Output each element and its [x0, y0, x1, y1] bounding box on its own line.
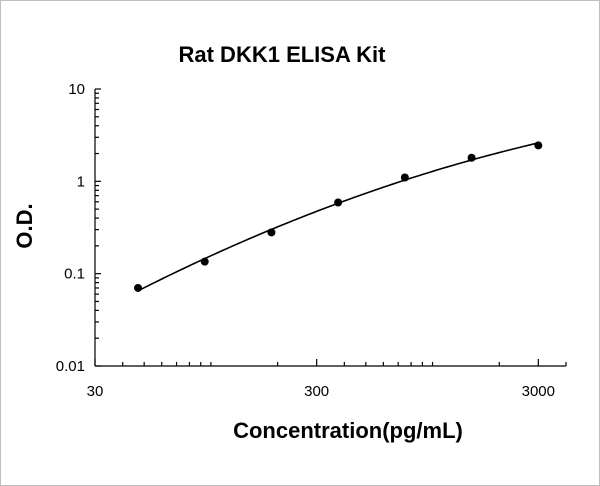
- x-tick-label: 3000: [522, 383, 555, 400]
- y-tick-label: 0.1: [64, 266, 85, 283]
- y-tick-label: 0.01: [56, 358, 85, 375]
- data-points: [134, 141, 543, 292]
- data-point: [267, 228, 276, 237]
- y-axis-ticks: [95, 88, 101, 367]
- data-point: [467, 153, 476, 162]
- data-point: [400, 173, 409, 182]
- x-axis-ticks: [94, 359, 567, 366]
- y-axis-tick-labels: 0.01 0.1 1 10: [56, 81, 85, 375]
- chart-title: Rat DKK1 ELISA Kit: [179, 42, 387, 67]
- y-axis-title: O.D.: [12, 203, 37, 248]
- data-point: [334, 198, 343, 207]
- x-axis-title: Concentration(pg/mL): [233, 418, 463, 443]
- y-tick-label: 1: [77, 173, 85, 190]
- data-point: [134, 283, 143, 292]
- x-tick-label: 300: [304, 383, 329, 400]
- data-point: [534, 141, 543, 150]
- x-tick-label: 30: [87, 383, 104, 400]
- data-point: [200, 257, 209, 266]
- x-axis-tick-labels: 30 300 3000: [87, 383, 555, 400]
- y-tick-label: 10: [68, 81, 85, 98]
- standard-curve-fit-line: [137, 142, 539, 292]
